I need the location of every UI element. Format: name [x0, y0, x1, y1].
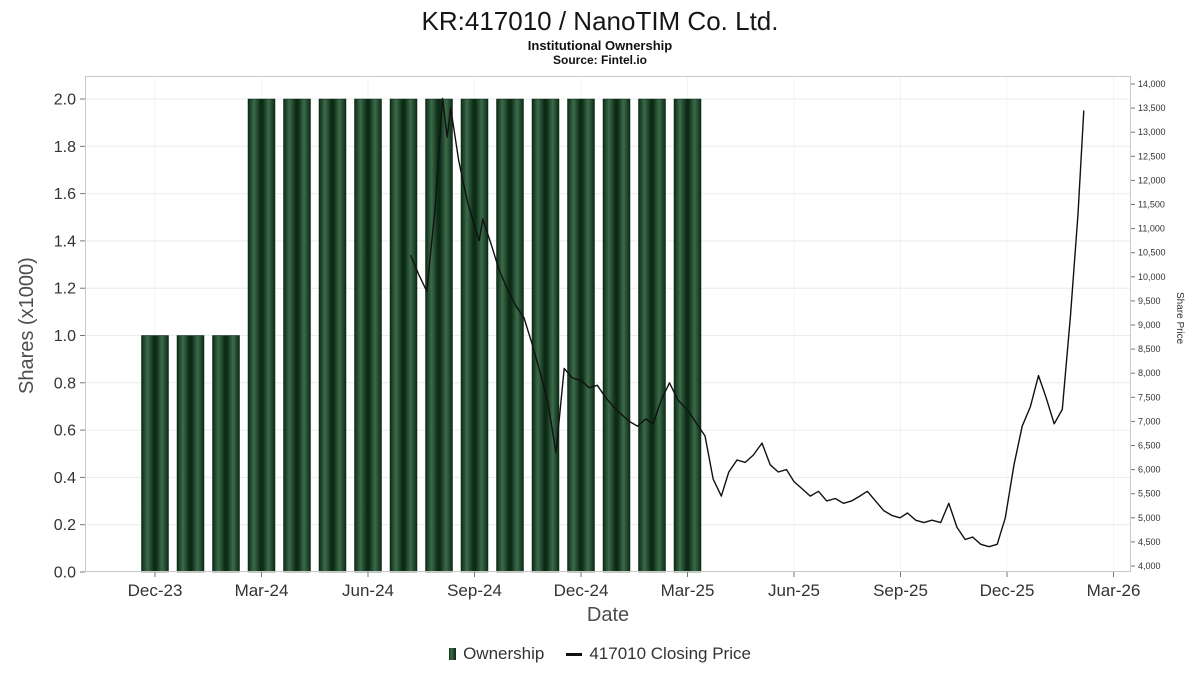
ownership-bar: [496, 98, 524, 573]
ownership-bar: [212, 335, 240, 573]
y-right-tick-label: 7,500: [1138, 392, 1161, 402]
x-tick-label: Sep-25: [873, 581, 928, 600]
x-tick-label: Dec-23: [128, 581, 183, 600]
x-tick-label: Mar-26: [1087, 581, 1141, 600]
y-right-tick-label: 6,000: [1138, 465, 1161, 475]
y-left-tick-label: 1.4: [54, 233, 76, 250]
y-left-tick-label: 0.6: [54, 423, 76, 440]
x-tick-label: Dec-25: [980, 581, 1035, 600]
y-left-tick-label: 0.0: [54, 565, 76, 582]
x-tick-label: Mar-25: [661, 581, 715, 600]
y-left-tick-label: 1.2: [54, 281, 76, 298]
ownership-bar: [389, 98, 418, 573]
ownership-bar: [638, 98, 666, 573]
y-right-tick-label: 13,500: [1138, 103, 1166, 113]
y-left-tick-label: 1.8: [54, 139, 76, 156]
legend: Ownership 417010 Closing Price: [0, 644, 1200, 664]
y-right-tick-label: 11,500: [1138, 200, 1165, 210]
legend-item-ownership[interactable]: Ownership: [449, 644, 544, 664]
closing-price-line: [409, 97, 1085, 548]
y-right-tick-label: 6,500: [1138, 441, 1161, 451]
y-right-tick-label: 10,000: [1138, 272, 1166, 282]
y-right-tick-label: 11,000: [1138, 224, 1165, 234]
y-right-tick-label: 13,000: [1138, 127, 1166, 137]
chart-subtitle: Institutional Ownership: [527, 38, 673, 53]
ownership-bar: [460, 98, 489, 573]
ownership-bar: [602, 98, 631, 573]
y-left-tick-label: 0.8: [54, 375, 76, 392]
y-right-tick-label: 7,000: [1138, 416, 1161, 426]
y-right-tick-label: 4,500: [1138, 537, 1161, 547]
x-tick-label: Sep-24: [447, 581, 502, 600]
legend-closing-price-label: 417010 Closing Price: [589, 644, 751, 663]
chart-source-label: Source: Fintel.io: [552, 53, 647, 67]
y-right-tick-label: 14,000: [1138, 79, 1166, 89]
y-left-tick-label: 0.2: [54, 517, 76, 534]
ownership-bar-swatch-icon: [449, 648, 457, 660]
chart-title: KR:417010 / NanoTIM Co. Ltd.: [421, 6, 779, 36]
x-tick-label: Jun-24: [342, 581, 394, 600]
legend-item-closing-price[interactable]: 417010 Closing Price: [566, 644, 751, 664]
plot-border: [85, 76, 1131, 572]
ownership-bar: [247, 98, 276, 573]
y-axis-right-label: Share Price: [1174, 292, 1185, 345]
y-left-tick-label: 2.0: [54, 92, 76, 109]
ownership-bar: [176, 335, 205, 573]
x-tick-label: Mar-24: [235, 581, 289, 600]
y-right-tick-label: 12,000: [1138, 175, 1166, 185]
ownership-bar: [673, 98, 702, 573]
y-right-tick-label: 5,000: [1138, 513, 1161, 523]
y-right-tick-label: 12,500: [1138, 151, 1166, 161]
ownership-bar: [318, 98, 347, 573]
y-left-tick-label: 1.0: [54, 328, 76, 345]
ownership-bar: [425, 98, 453, 573]
y-right-tick-label: 9,500: [1138, 296, 1161, 306]
ownership-bar: [354, 98, 382, 573]
closing-price-line-swatch-icon: [566, 652, 583, 656]
y-left-tick-label: 0.4: [54, 470, 76, 487]
y-right-tick-label: 10,500: [1138, 248, 1166, 258]
y-right-tick-label: 8,000: [1138, 368, 1161, 378]
ownership-bar: [567, 98, 595, 573]
ownership-bar: [531, 98, 560, 573]
y-right-tick-label: 8,500: [1138, 344, 1161, 354]
x-tick-label: Dec-24: [554, 581, 609, 600]
x-axis-label: Date: [586, 604, 630, 626]
ownership-bar: [141, 335, 169, 573]
x-tick-label: Jun-25: [768, 581, 820, 600]
y-left-tick-label: 1.6: [54, 186, 76, 203]
y-right-tick-label: 9,000: [1138, 320, 1161, 330]
y-right-tick-label: 5,500: [1138, 489, 1161, 499]
ownership-bar: [283, 98, 311, 573]
y-right-tick-label: 4,000: [1138, 561, 1161, 571]
legend-ownership-label: Ownership: [463, 644, 545, 663]
